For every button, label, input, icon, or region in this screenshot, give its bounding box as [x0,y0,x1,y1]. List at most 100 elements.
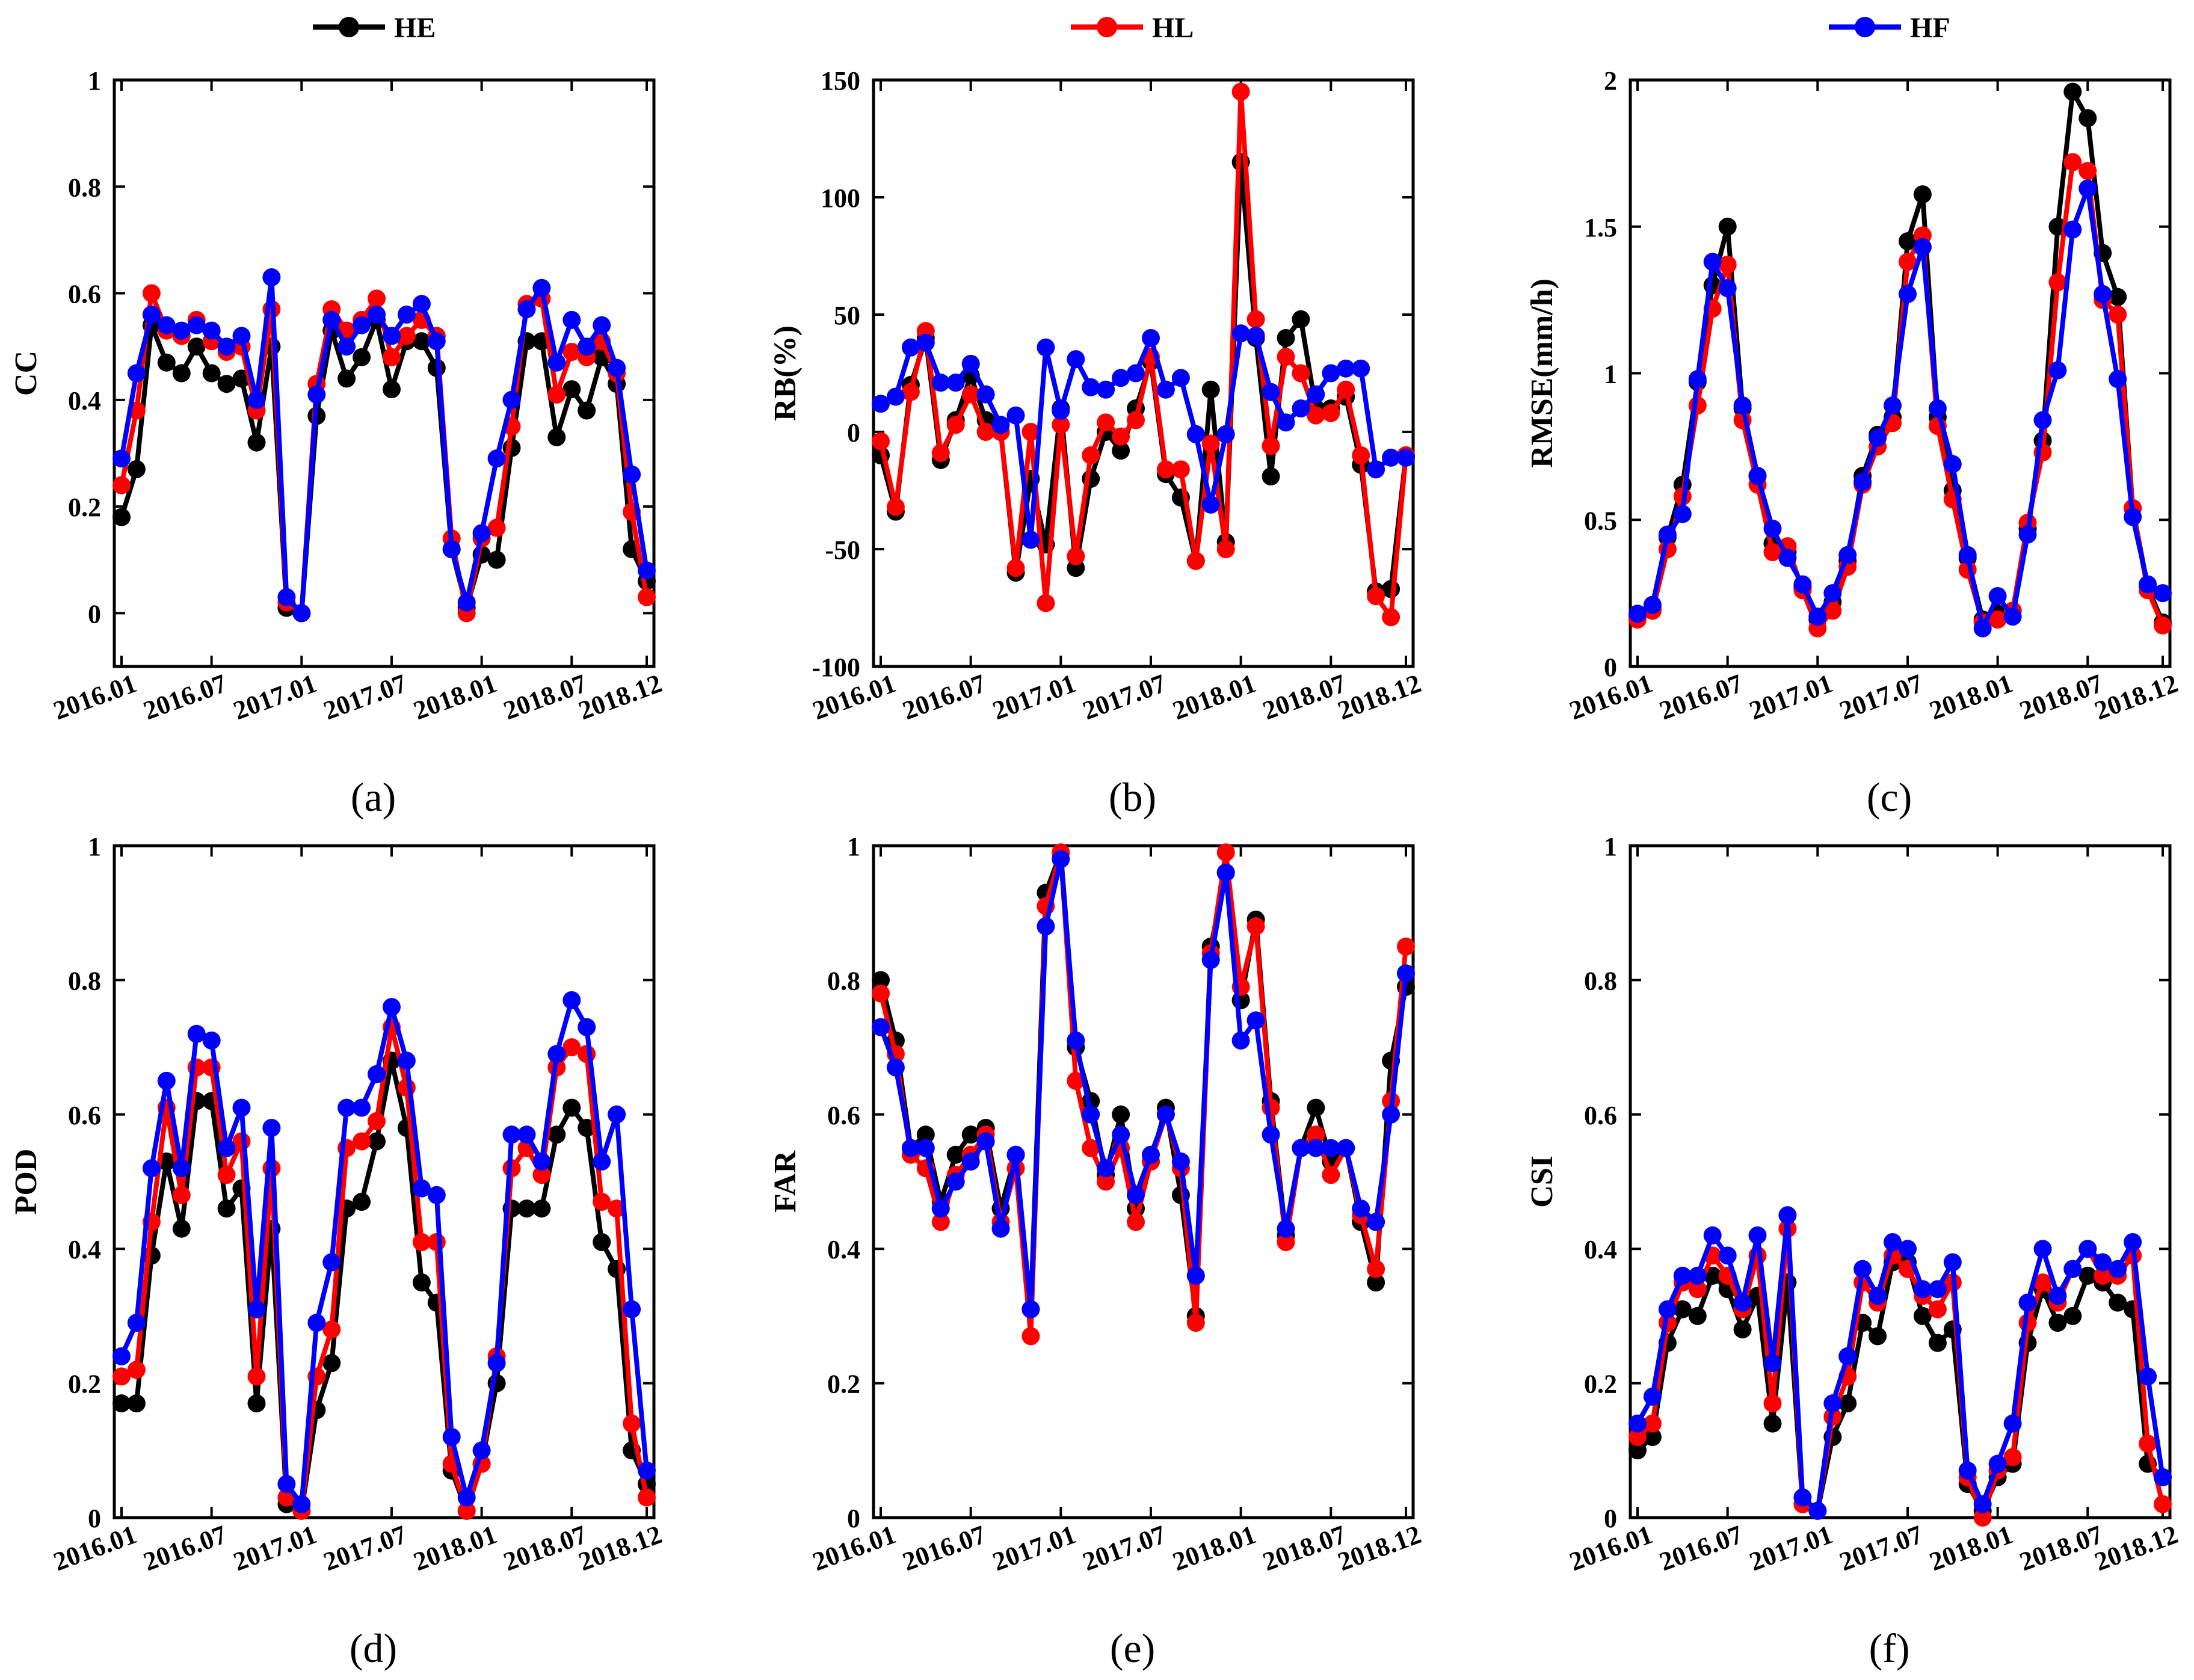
data-point-hf [1899,1240,1917,1258]
data-point-hf [2094,285,2112,303]
data-point-hf [1763,519,1782,538]
data-point-he [2078,1266,2097,1285]
data-point-hf [2124,508,2142,526]
y-tick-label: 0.4 [1584,1235,1617,1264]
data-point-hf [991,416,1010,434]
data-point-hf [337,337,356,356]
x-tick-label: 2016.07 [899,668,990,725]
data-point-hf [307,386,326,404]
data-point-hf [1382,448,1401,467]
x-tick-label: 2018.01 [410,668,501,725]
data-point-hl [1307,1125,1325,1144]
data-point-hf [292,604,311,623]
data-point-hf [277,1475,296,1494]
y-tick-label: 1 [88,832,101,861]
y-axis-label: POD [9,1149,43,1215]
data-point-hf [368,1065,386,1083]
data-point-he [562,380,581,399]
data-point-he [532,1199,551,1218]
y-tick-label: 0.4 [827,1235,860,1264]
data-point-hf [872,395,890,413]
data-point-hf [946,1172,965,1191]
data-point-hl [1127,1213,1145,1231]
data-point-hf [1022,531,1040,549]
y-tick-label: -100 [812,653,860,682]
y-tick-label: -50 [825,535,860,565]
data-point-hf [1246,327,1265,345]
series-hl [1629,1219,2172,1527]
data-point-he [872,971,890,989]
y-tick-label: 0.8 [1584,966,1617,995]
data-point-hf [1277,1219,1295,1238]
data-point-hf [1869,428,1887,447]
data-point-hl [1899,253,1917,271]
data-point-hl [1067,1071,1085,1090]
data-point-hf [487,1354,506,1373]
x-tick-label: 2018.12 [575,668,665,725]
data-point-hf [1793,1488,1812,1507]
data-point-hf [2124,1233,2142,1251]
data-point-hf [2048,361,2067,380]
data-point-hl [1112,427,1130,446]
data-point-hl [1382,608,1401,627]
data-point-hf [886,387,905,406]
data-point-hf [562,991,581,1009]
y-tick-label: 1.5 [1584,213,1617,242]
data-point-hl [2033,1273,2052,1292]
series-hf [112,268,656,623]
data-point-hf [1382,1105,1401,1124]
data-point-hf [1823,1394,1842,1413]
data-point-hf [1733,1293,1752,1312]
series-line-he [1636,1260,2165,1513]
data-point-hl [1718,256,1737,274]
data-point-hl [886,497,905,516]
series-line-hf [878,857,1408,1312]
data-point-hf [2003,608,2022,626]
panel-label: (c) [1867,774,1912,820]
panel-label: (e) [1110,1625,1155,1671]
data-point-hf [1307,1139,1325,1157]
data-point-hf [1397,964,1415,983]
legend-entry-hl: HL [1071,12,1194,44]
chart-panel-c: 00.511.522016.012016.072017.012017.07201… [1525,66,2181,820]
data-point-hl [1277,348,1295,366]
data-point-hl [1763,543,1782,561]
data-point-he [961,1125,980,1144]
data-point-he [1763,1414,1782,1433]
data-point-hf [1171,369,1190,387]
data-point-hf [307,1314,326,1332]
data-point-hf [2139,1367,2157,1386]
data-point-he [247,433,266,452]
data-point-hl [412,1233,431,1251]
data-point-hf [1337,359,1355,378]
chart-panel-a: 0 0.2 0.4 0.6 0.8 1 2016.012016.072017.012017.… [9,66,665,820]
data-point-hf [353,1098,371,1117]
data-point-hf [142,1159,161,1178]
data-point-hl [427,1233,446,1251]
data-point-he [127,1394,146,1413]
data-point-hf [1292,1139,1310,1157]
data-point-hf [1853,472,1872,491]
data-point-he [368,1132,386,1151]
panels: 00.20.40.60.812016.012016.072017.012017.… [9,66,2181,1671]
data-point-hf [2033,1240,2052,1258]
data-point-hf [2078,179,2097,198]
data-point-he [487,550,506,569]
data-point-hf [1277,413,1295,432]
data-point-hf [547,353,566,372]
data-point-hl [1688,1280,1707,1299]
data-point-hf [2063,220,2082,239]
data-point-hf [1643,595,1662,614]
x-tick-label: 2018.01 [410,1519,501,1577]
data-point-hf [961,354,980,373]
data-point-hl [1352,446,1370,464]
data-point-hl [1067,547,1085,565]
data-point-hf [217,1139,236,1157]
data-point-hf [337,1098,356,1117]
data-point-hf [593,316,611,334]
data-point-hf [1201,950,1220,969]
data-point-hf [397,306,416,324]
data-point-hf [1142,1145,1160,1164]
data-point-hf [1808,608,1827,626]
x-tick-label: 2018.01 [1926,1519,2017,1577]
